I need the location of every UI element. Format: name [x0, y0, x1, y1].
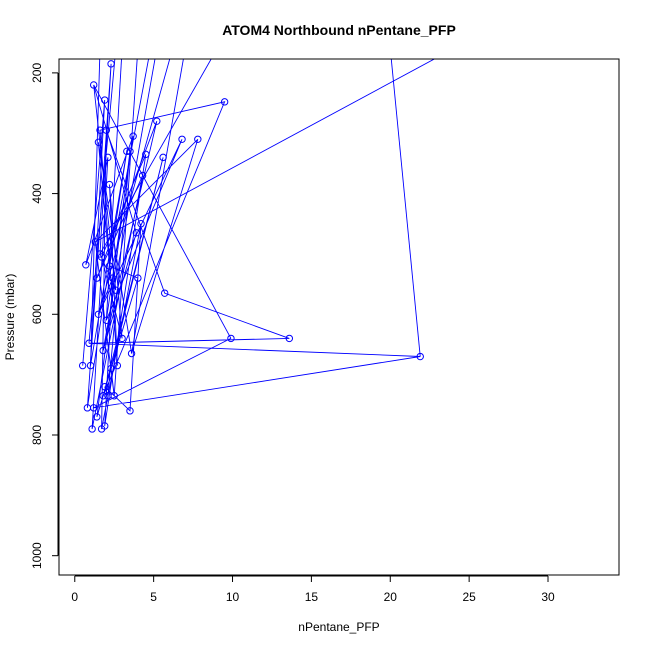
- data-point: [134, 274, 142, 282]
- data-point: [113, 361, 122, 370]
- chart-title: ATOM4 Northbound nPentane_PFP: [222, 22, 456, 38]
- series-segment: [88, 59, 116, 344]
- data-point: [112, 286, 120, 294]
- y-tick-label: 800: [30, 425, 44, 445]
- series-segment: [131, 59, 184, 354]
- data-point: [220, 98, 229, 106]
- series-segment: [99, 59, 212, 255]
- x-axis-label: nPentane_PFP: [298, 620, 379, 634]
- x-tick-label: 0: [71, 590, 78, 604]
- data-point: [108, 274, 117, 282]
- data-point: [129, 132, 137, 140]
- x-axis: 0 5 10 15 20 25 30: [71, 575, 555, 604]
- y-tick-label: 400: [30, 183, 44, 203]
- data-point: [104, 392, 112, 400]
- y-tick-label: 200: [30, 63, 44, 83]
- data-point: [101, 422, 109, 430]
- x-tick-label: 30: [541, 590, 555, 604]
- series-segment: [390, 59, 421, 357]
- data-point: [105, 262, 114, 270]
- data-point: [94, 138, 103, 146]
- plot-frame: [58, 58, 620, 576]
- y-tick-label: 1000: [30, 542, 44, 569]
- data-point: [104, 153, 112, 162]
- x-tick-label: 5: [150, 590, 157, 604]
- data-point: [105, 180, 114, 189]
- y-axis: 200 400 600 800 1000: [30, 63, 59, 569]
- data-point: [91, 238, 99, 246]
- data-point: [285, 334, 294, 343]
- data-point: [126, 147, 134, 156]
- data-point: [88, 425, 96, 433]
- data-point: [94, 310, 103, 318]
- data-point: [107, 364, 115, 373]
- data-point: [194, 135, 202, 143]
- series-segment: [113, 59, 138, 396]
- data-point: [227, 334, 235, 343]
- data-point: [78, 361, 87, 370]
- x-tick-label: 20: [384, 590, 398, 604]
- y-tick-label: 600: [30, 304, 44, 324]
- y-axis-label: Pressure (mbar): [3, 274, 17, 361]
- data-point: [159, 153, 167, 162]
- series-segment: [98, 59, 171, 315]
- data-point: [82, 261, 90, 269]
- data-point: [107, 60, 115, 68]
- data-point: [97, 253, 106, 261]
- data-point: [99, 346, 107, 355]
- data-point: [178, 135, 186, 143]
- x-tick-label: 10: [226, 590, 240, 604]
- data-point: [93, 413, 101, 421]
- series-markers: [78, 60, 424, 433]
- data-point: [123, 147, 131, 156]
- data-point: [160, 289, 169, 297]
- data-point: [138, 171, 147, 180]
- series-segment: [109, 59, 150, 267]
- data-point: [101, 383, 109, 391]
- series-segment: [95, 59, 436, 243]
- x-tick-label: 15: [305, 590, 319, 604]
- data-point: [137, 220, 145, 228]
- data-point: [132, 229, 140, 237]
- data-point: [102, 316, 111, 325]
- data-point: [90, 81, 98, 89]
- data-point: [118, 334, 126, 343]
- x-tick-label: 25: [462, 590, 476, 604]
- data-point: [127, 349, 136, 358]
- series-lines: [82, 59, 436, 430]
- data-point: [126, 407, 134, 415]
- data-point: [142, 150, 150, 159]
- data-point: [101, 96, 109, 104]
- data-point: [86, 361, 95, 370]
- data-point: [416, 352, 424, 361]
- data-point: [85, 339, 93, 347]
- data-point: [153, 117, 161, 125]
- data-point: [102, 126, 111, 134]
- data-point: [93, 274, 101, 282]
- data-point: [90, 404, 98, 412]
- series-segment: [93, 84, 232, 339]
- data-point: [99, 392, 107, 400]
